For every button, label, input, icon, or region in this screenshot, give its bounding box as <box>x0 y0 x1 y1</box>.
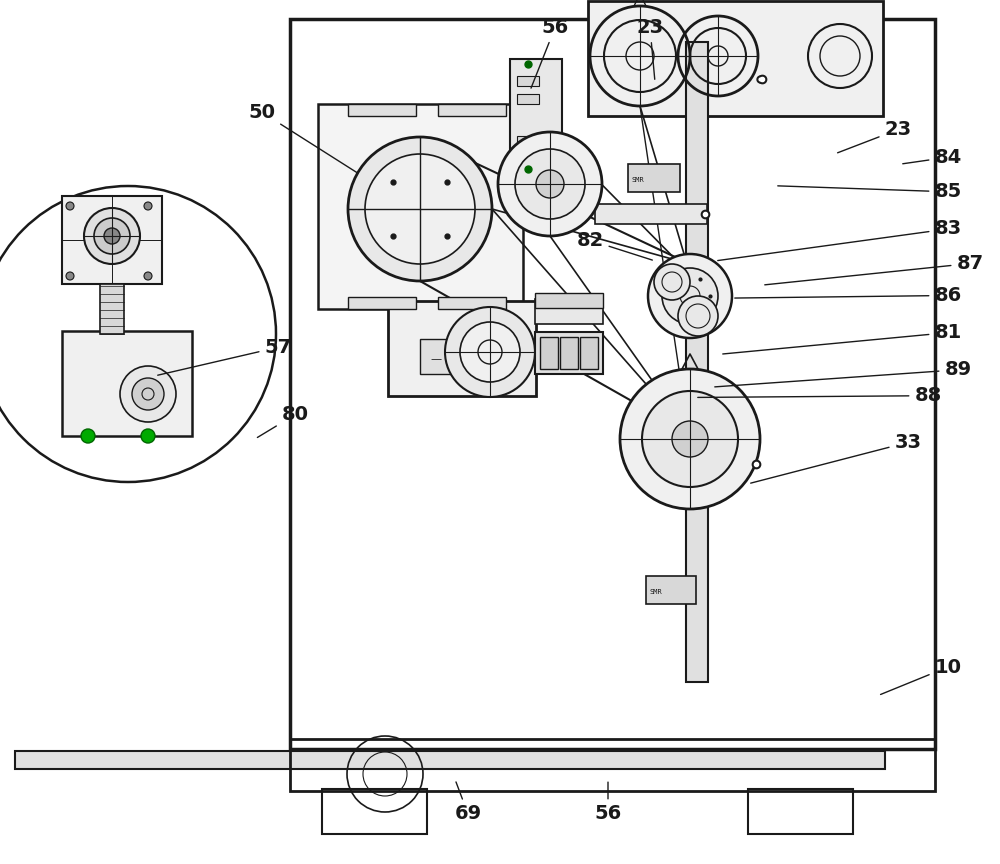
Bar <box>290 19 935 749</box>
Circle shape <box>445 307 535 397</box>
Circle shape <box>365 154 475 264</box>
Circle shape <box>654 264 690 300</box>
Bar <box>580 337 598 369</box>
Circle shape <box>144 272 152 280</box>
Bar <box>15 751 885 769</box>
Circle shape <box>66 202 74 210</box>
Bar <box>535 299 603 324</box>
Bar <box>62 196 162 284</box>
Circle shape <box>620 369 760 509</box>
Circle shape <box>120 366 176 422</box>
Text: 87: 87 <box>765 254 984 285</box>
Circle shape <box>498 132 602 236</box>
Text: 89: 89 <box>715 360 972 387</box>
Text: 33: 33 <box>751 433 922 483</box>
Text: 84: 84 <box>903 148 962 167</box>
Bar <box>438 104 506 116</box>
Circle shape <box>84 208 140 264</box>
Circle shape <box>536 170 564 198</box>
Circle shape <box>672 421 708 457</box>
Bar <box>438 297 506 309</box>
Circle shape <box>132 378 164 410</box>
Circle shape <box>515 149 585 219</box>
Bar <box>686 42 708 682</box>
Text: 56: 56 <box>594 782 622 823</box>
Bar <box>322 789 427 834</box>
Bar <box>348 297 416 309</box>
Text: 83: 83 <box>718 219 962 261</box>
Text: 82: 82 <box>576 231 652 260</box>
Bar <box>748 789 853 834</box>
Circle shape <box>662 268 718 324</box>
Bar <box>540 337 558 369</box>
Bar <box>318 104 523 309</box>
Circle shape <box>648 254 732 338</box>
Text: 88: 88 <box>698 386 942 405</box>
Bar <box>517 94 539 104</box>
Bar <box>535 332 603 374</box>
Bar <box>646 576 696 604</box>
Bar <box>510 59 562 174</box>
Bar <box>420 339 480 374</box>
Text: 23: 23 <box>636 18 664 79</box>
Bar <box>560 337 578 369</box>
Text: 10: 10 <box>881 658 962 695</box>
Circle shape <box>678 296 718 336</box>
Circle shape <box>348 137 492 281</box>
Bar <box>517 154 539 164</box>
Bar <box>628 164 680 192</box>
Bar <box>290 739 935 791</box>
Circle shape <box>66 272 74 280</box>
Bar <box>517 76 539 86</box>
Text: 50: 50 <box>248 103 358 173</box>
Bar <box>535 293 603 308</box>
Circle shape <box>144 202 152 210</box>
Text: 81: 81 <box>723 323 962 354</box>
Bar <box>595 204 707 224</box>
Text: 86: 86 <box>735 286 962 305</box>
Text: —: — <box>430 354 441 364</box>
Bar <box>517 136 539 146</box>
Text: SMR: SMR <box>650 589 663 595</box>
Circle shape <box>460 322 520 382</box>
Text: 80: 80 <box>257 405 308 437</box>
Bar <box>348 104 416 116</box>
Bar <box>388 301 536 396</box>
Bar <box>588 1 883 116</box>
Circle shape <box>642 391 738 487</box>
Circle shape <box>141 429 155 443</box>
Circle shape <box>81 429 95 443</box>
Text: SMR: SMR <box>632 177 645 183</box>
Text: 23: 23 <box>838 120 912 153</box>
Text: 56: 56 <box>531 18 569 88</box>
Text: 69: 69 <box>454 782 482 823</box>
Text: 85: 85 <box>778 182 962 201</box>
Text: 57: 57 <box>158 338 292 375</box>
Bar <box>100 284 124 334</box>
Circle shape <box>104 228 120 244</box>
Circle shape <box>94 218 130 254</box>
Bar <box>62 331 192 436</box>
